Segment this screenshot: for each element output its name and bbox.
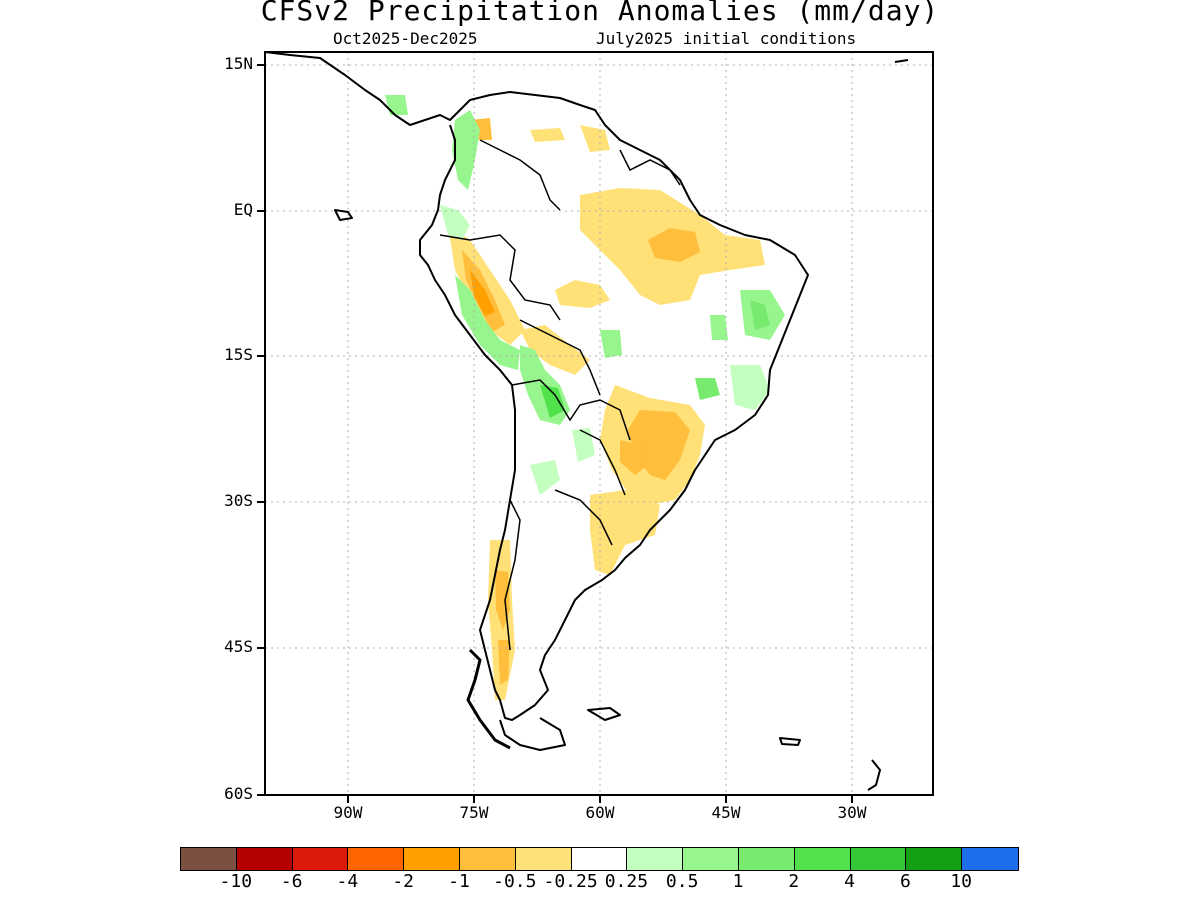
colorbar-swatch xyxy=(850,848,907,870)
graticule xyxy=(265,52,933,795)
y-tick-label: 45S xyxy=(224,637,253,656)
x-tick-label: 45W xyxy=(711,803,741,822)
y-tick-label: 15N xyxy=(224,54,253,73)
y-tick-label: 60S xyxy=(224,784,253,803)
colorbar-swatch xyxy=(571,848,628,870)
colorbar-swatch xyxy=(181,848,237,870)
coastlines xyxy=(264,51,909,791)
y-tick-label: 30S xyxy=(224,491,253,510)
colorbar-label: 0.5 xyxy=(665,871,699,892)
x-tick-label: 30W xyxy=(837,803,867,822)
colorbar-label: -0.5 xyxy=(493,871,537,892)
period-subtitle: Oct2025-Dec2025 xyxy=(333,29,478,48)
colorbar-label: 1 xyxy=(732,871,744,892)
colorbar-label: -2 xyxy=(392,871,415,892)
colorbar-label: 10 xyxy=(950,871,973,892)
y-tick-label: 15S xyxy=(224,345,253,364)
x-tick-label: 90W xyxy=(333,803,363,822)
map-title: CFSv2 Precipitation Anomalies (mm/day) xyxy=(260,0,940,27)
colorbar xyxy=(180,847,1019,871)
y-tick-label: EQ xyxy=(233,200,253,219)
colorbar-label: 2 xyxy=(788,871,800,892)
colorbar-swatch xyxy=(906,848,963,870)
colorbar-swatch xyxy=(515,848,572,870)
initial-conditions-subtitle: July2025 initial conditions xyxy=(596,29,857,48)
colorbar-label: -4 xyxy=(336,871,359,892)
colorbar-swatch xyxy=(236,848,293,870)
colorbar-label: -6 xyxy=(280,871,303,892)
colorbar-swatch xyxy=(683,848,739,870)
colorbar-swatch xyxy=(738,848,795,870)
colorbar-label: 6 xyxy=(899,871,911,892)
country-borders xyxy=(439,139,681,651)
colorbar-swatch xyxy=(292,848,349,870)
colorbar-swatch xyxy=(404,848,460,870)
colorbar-swatch xyxy=(962,848,1018,870)
colorbar-label: 0.25 xyxy=(604,871,649,892)
axis-ticks xyxy=(257,64,853,803)
colorbar-swatch xyxy=(348,848,405,870)
anomaly-shading xyxy=(385,95,785,700)
plot-frame xyxy=(264,51,934,796)
colorbar-swatch xyxy=(459,848,516,870)
colorbar-label: -1 xyxy=(448,871,470,892)
colorbar-label: -10 xyxy=(219,871,253,892)
colorbar-swatch xyxy=(794,848,851,870)
x-tick-label: 60W xyxy=(585,803,615,822)
colorbar-label: -0.25 xyxy=(543,871,598,892)
colorbar-label: 4 xyxy=(844,871,856,892)
x-tick-label: 75W xyxy=(459,803,489,822)
colorbar-swatch xyxy=(627,848,684,870)
